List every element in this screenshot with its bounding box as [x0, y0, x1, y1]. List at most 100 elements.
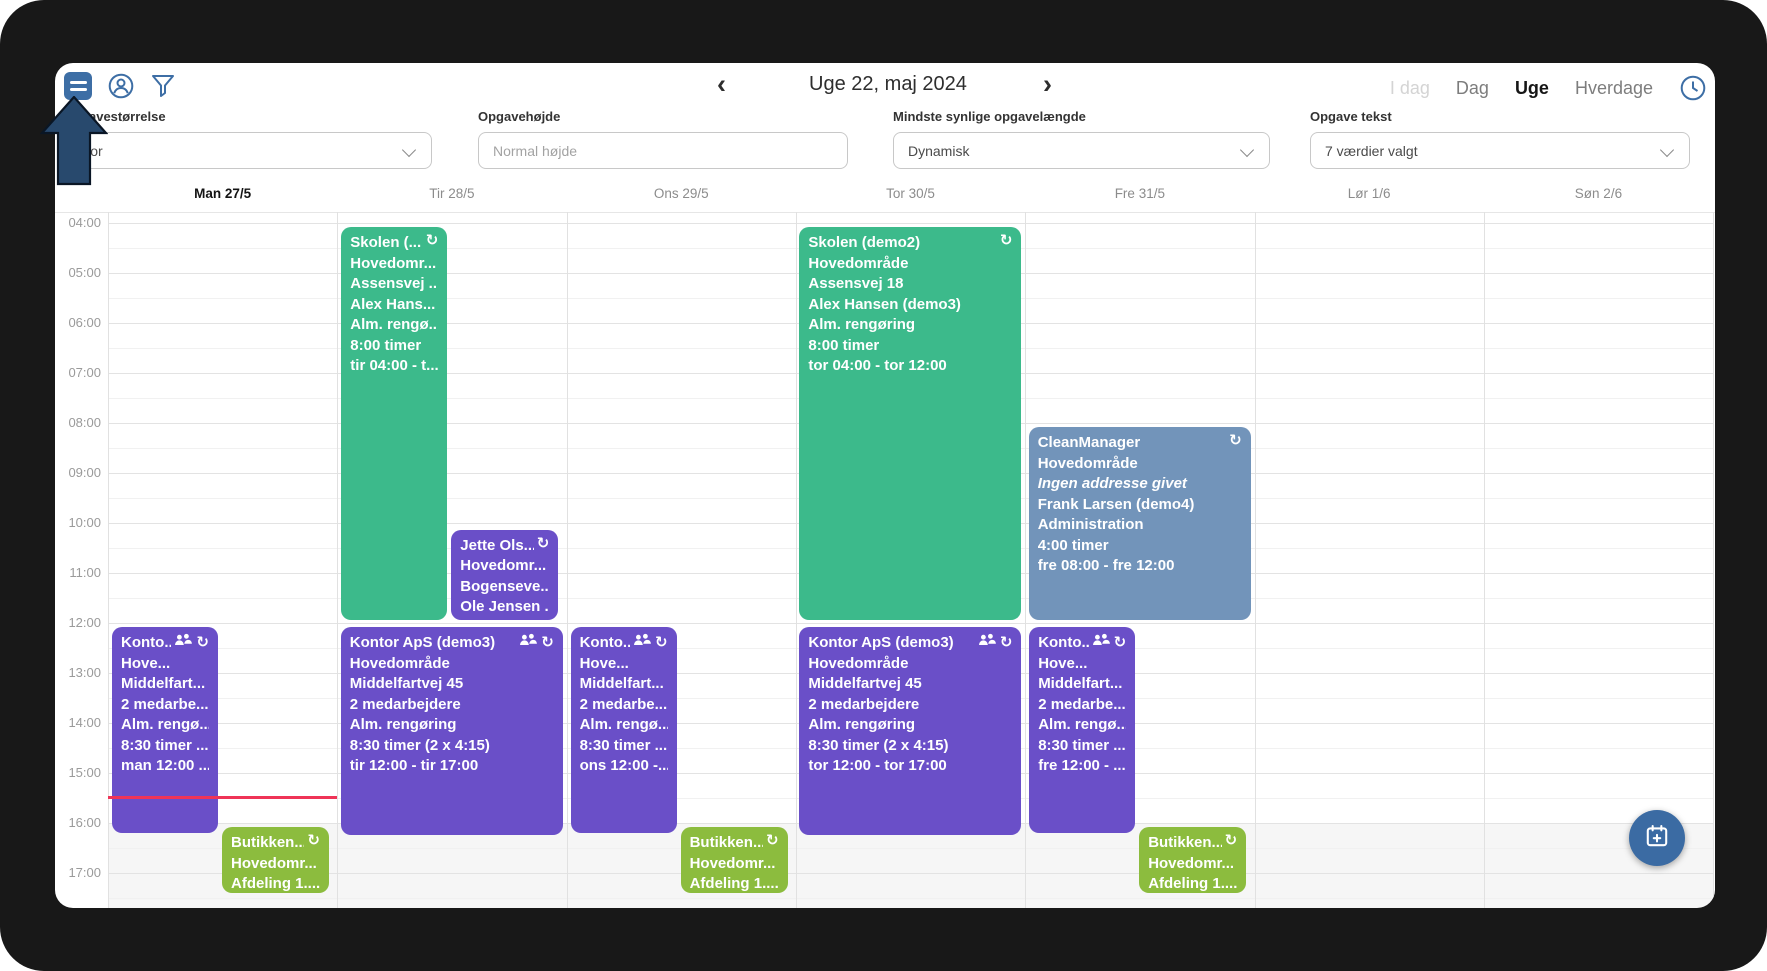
task-height-input[interactable]: [479, 133, 847, 168]
event-line: Hove...: [1038, 654, 1088, 672]
half-hour-gridline: [108, 898, 1713, 899]
event-card[interactable]: Kontor ApS (demo3) ↻ Hovedområde Middelfart…: [340, 627, 563, 835]
time-label: 10:00: [68, 515, 101, 530]
annotation-arrow-up: [39, 95, 109, 191]
next-week-button[interactable]: ›: [1043, 69, 1052, 99]
menu-button[interactable]: [64, 72, 92, 100]
clock-icon[interactable]: [1679, 74, 1707, 102]
event-line: fre 12:00 - ...: [1038, 757, 1126, 774]
event-icons: ↻: [1225, 833, 1238, 849]
column-divider: [1483, 212, 1485, 908]
repeat-icon: ↻: [999, 634, 1013, 652]
task-size-select[interactable]: Stor: [62, 132, 432, 169]
event-line: Hovedområde: [808, 254, 909, 272]
event-card[interactable]: Konto... ↻ Hove... Middelfart... 2 medarbe..…: [1029, 627, 1136, 833]
event-card[interactable]: Butikken... ↻ Hovedomr... Afdeling 1....: [222, 827, 329, 893]
event-card[interactable]: Butikken... ↻ Hovedomr... Afdeling 1....: [680, 827, 788, 893]
toggle-today[interactable]: I dag: [1389, 77, 1430, 98]
repeat-icon: ↻: [1229, 432, 1242, 449]
event-line: 2 medarbe...: [579, 695, 668, 713]
repeat-icon: ↻: [307, 832, 320, 849]
calendar-app: ‹ Uge 22, maj 2024 › I dag Dag Uge Hverd…: [55, 63, 1715, 908]
hour-gridline: [108, 223, 1713, 224]
event-icons: ↻: [1229, 433, 1242, 449]
event-line: man 12:00 ...: [121, 757, 209, 774]
filter-label-task-text: Opgave tekst: [1310, 109, 1392, 124]
event-line: Hovedområde: [1037, 454, 1138, 472]
event-line: Alm. rengø...: [121, 716, 209, 733]
chevron-down-icon: [401, 142, 417, 158]
event-line: 8:30 timer ...: [121, 736, 209, 754]
column-divider: [566, 212, 568, 908]
time-label: 12:00: [68, 615, 101, 630]
event-card[interactable]: Konto... ↻ Hove... Middelfart... 2 medarbe..…: [570, 627, 677, 833]
filter-label-task-height: Opgavehøjde: [478, 109, 561, 124]
day-header-4: Tor 30/5: [886, 186, 935, 201]
event-card[interactable]: Konto... ↻ Hove... Middelfart... 2 medarbe..…: [112, 627, 218, 833]
event-card[interactable]: Jette Ols... ↻ Hovedomr... Bogenseve... Ole …: [451, 529, 559, 620]
toggle-day[interactable]: Dag: [1455, 77, 1489, 98]
event-line: Administration: [1037, 516, 1144, 533]
task-text-select[interactable]: 7 værdier valgt: [1310, 132, 1690, 169]
event-line: Middelfart...: [1038, 675, 1123, 692]
event-icons: ↻: [978, 633, 1013, 654]
event-line: Assensvej ...: [350, 275, 439, 292]
day-header-7: Søn 2/6: [1574, 186, 1623, 201]
event-card[interactable]: Skolen (demo2) ↻ Hovedområde Assensvej 18 Al…: [799, 227, 1022, 620]
column-divider: [108, 212, 109, 908]
add-task-button[interactable]: [1629, 810, 1685, 866]
event-title: Konto...: [579, 634, 631, 651]
employee-filter-button[interactable]: [107, 72, 135, 100]
event-line: 2 medarbejdere: [349, 695, 461, 713]
hour-gridline: [108, 623, 1713, 624]
previous-week-button[interactable]: ‹: [717, 69, 726, 99]
funnel-icon: [149, 75, 177, 104]
event-title: Butikken...: [231, 834, 305, 851]
event-line: tor 12:00 - tor 17:00: [808, 757, 947, 774]
event-icons: ↻: [174, 633, 209, 654]
menu-icon: [69, 81, 87, 84]
event-line: 8:30 timer (2 x 4:15): [349, 736, 490, 754]
day-header-2: Tir 28/5: [429, 186, 475, 201]
min-task-length-select[interactable]: Dynamisk: [893, 132, 1270, 169]
event-line: Afdeling 1....: [231, 875, 320, 892]
task-text-value: 7 værdier valgt: [1325, 142, 1418, 159]
team-icon: [519, 633, 538, 654]
event-icons: ↻: [633, 633, 668, 654]
day-header-1: Man 27/5: [194, 186, 252, 201]
event-line: tor 04:00 - tor 12:00: [808, 357, 947, 374]
task-height-field-wrap: [478, 132, 848, 169]
chevron-down-icon: [1239, 142, 1255, 158]
event-card[interactable]: Butikken... ↻ Hovedomr... Afdeling 1....: [1139, 827, 1247, 893]
event-title: Kontor ApS (demo3): [349, 634, 496, 651]
event-title: Konto...: [121, 634, 172, 651]
event-line: Hove...: [579, 654, 629, 672]
time-label: 05:00: [68, 265, 101, 280]
repeat-icon: ↻: [536, 534, 550, 552]
event-line: 2 medarbejdere: [808, 695, 920, 713]
event-card[interactable]: Kontor ApS (demo3) ↻ Hovedområde Middelfart…: [799, 627, 1022, 835]
event-line: Hove...: [121, 654, 171, 672]
event-title: Skolen (demo2): [808, 234, 921, 251]
column-divider: [1254, 212, 1256, 908]
toggle-weekdays[interactable]: Hverdage: [1574, 77, 1653, 98]
event-line: 8:30 timer ...: [1038, 736, 1126, 754]
event-icons: ↻: [426, 233, 439, 249]
time-label: 17:00: [68, 865, 101, 880]
toggle-week[interactable]: Uge: [1514, 77, 1549, 98]
event-title: Jette Ols...: [460, 536, 534, 554]
event-line: 2 medarbe...: [1038, 695, 1126, 713]
time-label: 15:00: [68, 765, 101, 780]
event-card[interactable]: CleanManager ↻ Hovedområde Ingen addresse g…: [1028, 427, 1251, 620]
min-task-length-value: Dynamisk: [908, 142, 970, 159]
team-icon: [978, 633, 996, 654]
event-card[interactable]: Skolen (... ↻ Hovedomr... Assensvej ... Alex…: [341, 227, 448, 620]
event-line: Alm. rengøring: [349, 716, 457, 733]
event-title: Skolen (...: [350, 234, 422, 251]
event-line: Hovedområde: [349, 654, 450, 672]
team-icon: [1092, 633, 1110, 654]
day-header-5: Fre 31/5: [1114, 186, 1165, 201]
event-line: Hovedomr...: [689, 854, 776, 872]
filter-button[interactable]: [149, 72, 177, 100]
event-line: Hovedomr...: [231, 854, 317, 872]
